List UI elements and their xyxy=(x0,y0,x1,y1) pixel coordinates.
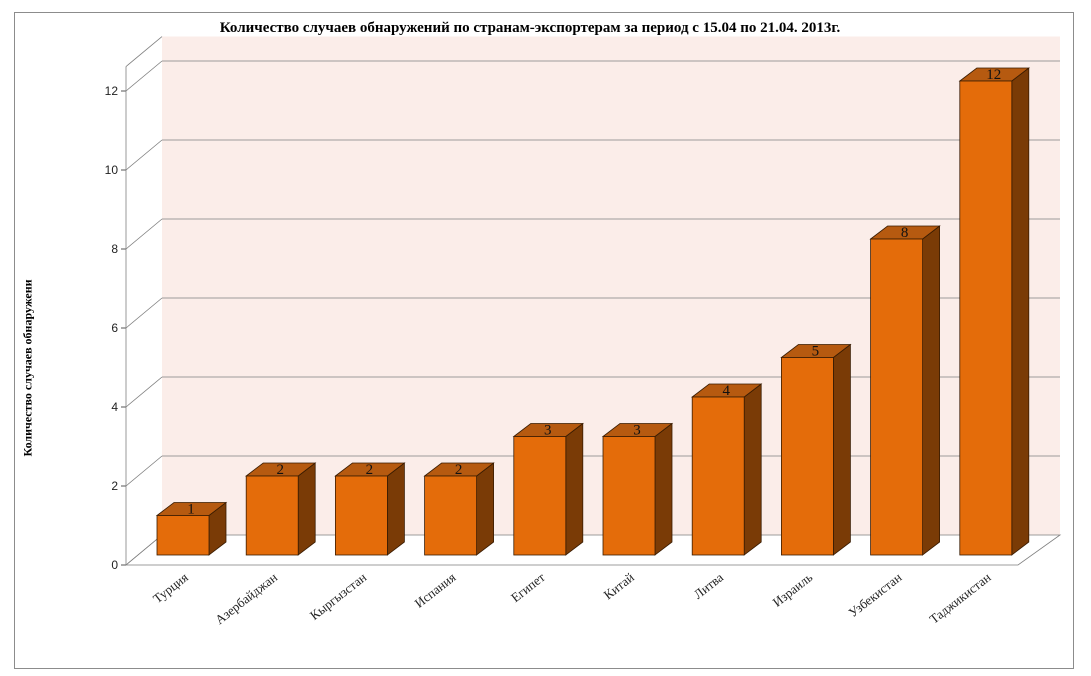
gridline-depth xyxy=(125,139,163,171)
bar xyxy=(780,343,852,556)
bar-front xyxy=(691,396,745,556)
y-tick-label: 0 xyxy=(111,558,118,572)
x-axis-labels: Турция Азербайджан Кыргызстан Испания Египет… xyxy=(150,569,994,627)
bar-front xyxy=(781,357,834,556)
x-tick-label: Китай xyxy=(601,570,637,603)
data-label: 12 xyxy=(986,67,1001,83)
gridline-depth xyxy=(125,455,163,487)
bar-side xyxy=(1011,67,1030,556)
x-tick-label: Литва xyxy=(691,569,727,601)
bar xyxy=(958,67,1030,556)
data-label: 4 xyxy=(722,383,730,399)
bars xyxy=(155,67,1030,556)
bar xyxy=(601,422,674,556)
data-label: 2 xyxy=(276,462,284,478)
data-label: 2 xyxy=(366,462,374,478)
bar xyxy=(334,462,406,556)
gridline-depth xyxy=(125,218,163,250)
x-tick-label: Узбекистан xyxy=(846,570,905,621)
bar-front xyxy=(959,80,1013,556)
y-tick-label: 10 xyxy=(105,163,119,177)
gridline-depth xyxy=(125,376,163,408)
data-label: 3 xyxy=(633,423,641,439)
x-tick-label: Кыргызстан xyxy=(307,570,369,623)
y-tick-label: 2 xyxy=(111,479,118,493)
bar-side xyxy=(922,225,940,556)
bar-side xyxy=(297,462,316,556)
bar-front xyxy=(513,436,567,556)
bar-front xyxy=(156,515,210,556)
wall-top-edge xyxy=(125,36,163,67)
bar-side xyxy=(476,462,495,556)
gridline-depth xyxy=(125,534,163,566)
bar xyxy=(512,422,584,556)
gridline-depth xyxy=(125,297,163,329)
y-tick-label: 4 xyxy=(111,400,118,414)
y-tick-label: 6 xyxy=(111,321,118,335)
chart-title: Количество случаев обнаружений по страна… xyxy=(219,20,841,36)
y-axis: 0 2 4 6 8 10 12 xyxy=(105,36,163,572)
x-tick-label: Египет xyxy=(508,569,548,605)
bar-side xyxy=(386,462,405,556)
bar-front xyxy=(424,475,478,556)
bar xyxy=(423,462,495,556)
bar-front xyxy=(334,475,388,556)
side-wall xyxy=(126,36,162,565)
x-tick-label: Турция xyxy=(150,570,191,607)
bar xyxy=(869,225,941,556)
x-tick-label: Израиль xyxy=(770,570,816,610)
bar-side xyxy=(833,343,851,556)
x-tick-label: Таджикистан xyxy=(926,570,993,627)
y-tick-label: 12 xyxy=(105,84,119,98)
bar-side xyxy=(565,422,584,556)
data-label: 5 xyxy=(812,344,820,360)
x-tick-label: Испания xyxy=(412,570,459,611)
data-label: 2 xyxy=(455,462,463,478)
y-tick-label: 8 xyxy=(111,242,118,256)
data-label: 3 xyxy=(544,423,552,439)
x-tick-label: Азербайджан xyxy=(212,570,280,628)
bar-side xyxy=(654,422,673,556)
bar xyxy=(155,501,228,556)
bar-front xyxy=(602,436,656,556)
data-label: 8 xyxy=(901,225,909,241)
bar xyxy=(245,462,317,556)
bar xyxy=(691,383,763,556)
bar-front xyxy=(245,475,299,556)
bar-side xyxy=(743,383,762,556)
gridline-depth xyxy=(125,60,163,92)
data-label: 1 xyxy=(187,502,195,518)
bar-front xyxy=(870,238,923,556)
